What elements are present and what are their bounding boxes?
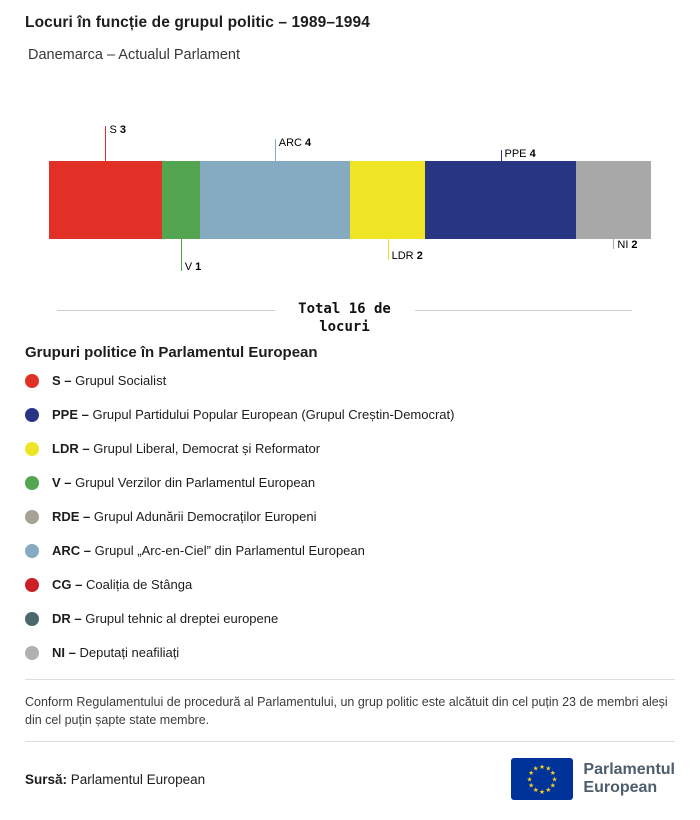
segment-label-ldr: LDR 2 bbox=[391, 250, 423, 262]
legend-heading: Grupuri politice în Parlamentul European bbox=[25, 344, 318, 361]
legend-swatch bbox=[25, 577, 39, 592]
eu-star-icon: ★ bbox=[546, 765, 552, 773]
legend-name: Grupul Partidului Popular European (Grup… bbox=[92, 407, 455, 422]
separator-line-left bbox=[57, 310, 275, 311]
legend-name: Coaliția de Stânga bbox=[85, 577, 193, 592]
legend-item-ppe: PPE – Grupul Partidului Popular European… bbox=[25, 407, 700, 422]
logo-line-1: Parlamentul bbox=[583, 761, 675, 779]
label-leader-v bbox=[180, 239, 182, 271]
eu-star-icon: ★ bbox=[546, 786, 552, 794]
legend-code: DR – bbox=[52, 611, 82, 626]
legend-name: Grupul Liberal, Democrat și Reformator bbox=[93, 441, 321, 456]
bar-segment-arc[interactable] bbox=[199, 161, 350, 239]
bar-segment-s[interactable] bbox=[49, 161, 162, 239]
legend-item-ni: NI – Deputați neafiliați bbox=[25, 645, 700, 660]
legend-swatch bbox=[25, 407, 39, 422]
eu-star-icon: ★ bbox=[539, 763, 545, 771]
label-leader-ppe bbox=[500, 150, 502, 161]
legend-swatch bbox=[25, 645, 39, 660]
legend-code: S – bbox=[52, 373, 72, 388]
footer: Sursă: Parlamentul European ★ ★ ★ ★ ★ ★ ★ ★ ★ ★ ★ ★… bbox=[25, 758, 675, 801]
legend-swatch bbox=[25, 543, 39, 558]
segment-label-arc: ARC 4 bbox=[278, 137, 312, 149]
eu-star-icon: ★ bbox=[529, 769, 535, 777]
legend-swatch bbox=[25, 441, 39, 456]
footnote: Conform Regulamentului de procedură al P… bbox=[25, 695, 668, 728]
label-leader-s bbox=[105, 126, 107, 161]
label-leader-ldr bbox=[387, 239, 389, 260]
label-leader-ni bbox=[613, 239, 615, 249]
total-separator: Total 16 de locuri bbox=[0, 301, 700, 336]
eu-star-icon: ★ bbox=[539, 788, 545, 796]
segment-label-ppe: PPE 4 bbox=[504, 148, 536, 160]
legend-name: Grupul Verzilor din Parlamentul European bbox=[75, 475, 316, 490]
legend-item-ldr: LDR – Grupul Liberal, Democrat și Reform… bbox=[25, 441, 700, 456]
bar-segment-ppe[interactable] bbox=[425, 161, 576, 239]
eu-star-icon: ★ bbox=[527, 776, 533, 784]
source-value: Parlamentul European bbox=[70, 771, 206, 787]
segment-label-v: V 1 bbox=[184, 261, 202, 273]
legend-item-cg: CG – Coaliția de Stânga bbox=[25, 577, 700, 592]
legend-item-dr: DR – Grupul tehnic al dreptei europene bbox=[25, 611, 700, 626]
segment-label-layer: S 3 V 1 ARC 4 LDR 2 PPE 4 NI 2 bbox=[0, 99, 700, 289]
divider-top bbox=[25, 679, 675, 680]
logo-line-2: European bbox=[583, 779, 658, 797]
legend-swatch bbox=[25, 611, 39, 626]
legend-code: RDE – bbox=[52, 509, 91, 524]
legend-swatch bbox=[25, 373, 39, 388]
legend-code: PPE – bbox=[52, 407, 89, 422]
page-subtitle: Danemarca – Actualul Parlament bbox=[28, 47, 240, 63]
divider-bottom bbox=[25, 741, 675, 743]
seat-distribution-chart: S 3 V 1 ARC 4 LDR 2 PPE 4 NI 2 bbox=[0, 99, 700, 289]
legend-code: ARC – bbox=[52, 543, 92, 558]
separator-line-right bbox=[414, 310, 632, 311]
legend-swatch bbox=[25, 475, 39, 490]
legend-name: Grupul „Arc-en-Ciel” din Parlamentul Eur… bbox=[94, 543, 365, 558]
legend-section: S – Grupul Socialist PPE – Grupul Partid… bbox=[25, 373, 700, 660]
european-parliament-logo[interactable]: ★ ★ ★ ★ ★ ★ ★ ★ ★ ★ ★ ★ Parlamentul European bbox=[511, 758, 675, 801]
legend-code: V – bbox=[52, 475, 72, 490]
total-seats-label: Total 16 de locuri bbox=[298, 301, 391, 335]
legend-name: Grupul Socialist bbox=[75, 373, 167, 388]
source-label: Sursă: bbox=[25, 771, 68, 787]
legend-item-v: V – Grupul Verzilor din Parlamentul Euro… bbox=[25, 475, 700, 490]
legend-swatch bbox=[25, 509, 39, 524]
legend-item-s: S – Grupul Socialist bbox=[25, 373, 700, 388]
bar-segment-v[interactable] bbox=[161, 161, 200, 239]
legend-code: CG – bbox=[52, 577, 83, 592]
bar-segment-ni[interactable] bbox=[575, 161, 651, 239]
eu-star-icon: ★ bbox=[533, 765, 539, 773]
legend-name: Grupul tehnic al dreptei europene bbox=[85, 611, 279, 626]
legend-name: Grupul Adunării Democraților Europeni bbox=[93, 509, 317, 524]
logo-wordmark: Parlamentul European bbox=[583, 761, 675, 797]
page-title: Locuri în funcție de grupul politic – 19… bbox=[25, 14, 370, 31]
eu-star-icon: ★ bbox=[550, 782, 556, 790]
eu-star-icon: ★ bbox=[550, 769, 556, 777]
legend-code: LDR – bbox=[52, 441, 90, 456]
legend-name: Deputați neafiliați bbox=[79, 645, 180, 660]
eu-flag-icon: ★ ★★★★★★★★★★★ bbox=[511, 758, 574, 801]
eu-star-icon: ★ bbox=[552, 776, 558, 784]
eu-star-icon: ★ bbox=[533, 786, 539, 794]
bar-segment-ldr[interactable] bbox=[350, 161, 426, 239]
eu-star-icon: ★ bbox=[529, 782, 535, 790]
legend-code: NI – bbox=[52, 645, 76, 660]
legend-item-rde: RDE – Grupul Adunării Democraților Europ… bbox=[25, 509, 700, 524]
label-leader-arc bbox=[274, 139, 276, 161]
source-line: Sursă: Parlamentul European bbox=[25, 772, 205, 787]
segment-label-ni: NI 2 bbox=[617, 239, 638, 251]
stacked-seat-bar bbox=[49, 161, 651, 239]
segment-label-s: S 3 bbox=[109, 124, 126, 136]
legend-item-arc: ARC – Grupul „Arc-en-Ciel” din Parlament… bbox=[25, 543, 700, 558]
